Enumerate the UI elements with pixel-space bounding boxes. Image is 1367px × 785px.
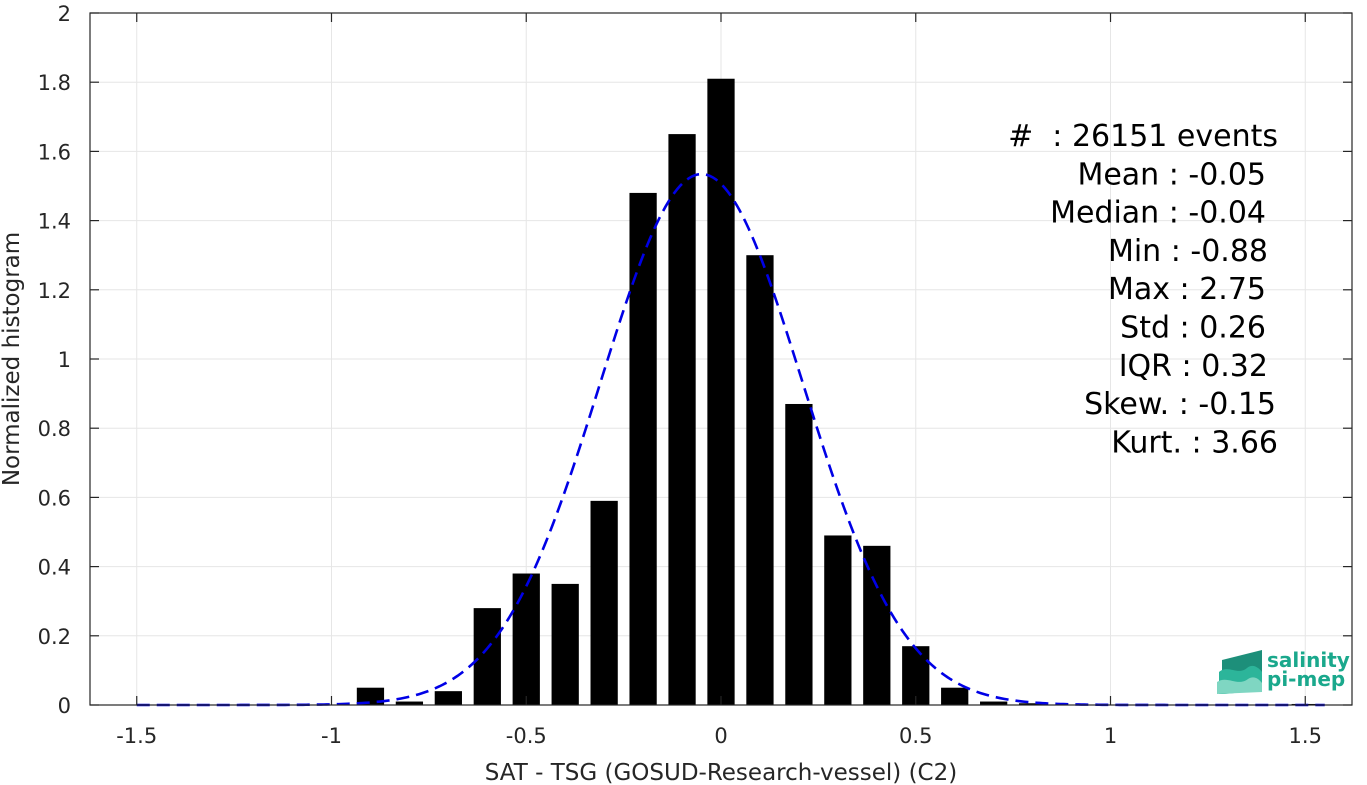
stats-line: # : 26151 events xyxy=(1008,119,1278,154)
y-tick-label: 1.6 xyxy=(38,140,71,164)
histogram-bar xyxy=(785,403,813,705)
y-tick-label: 1.4 xyxy=(38,210,71,234)
logo-text-line2: pi-mep xyxy=(1267,667,1345,691)
histogram-bar xyxy=(395,701,424,705)
histogram-bar xyxy=(590,500,618,705)
stats-line: Max : 2.75 xyxy=(1108,272,1266,307)
histogram-bar xyxy=(824,535,852,705)
histogram-bar xyxy=(434,691,462,705)
stats-line: IQR : 0.32 xyxy=(1119,349,1268,384)
histogram-bar xyxy=(746,255,774,705)
y-tick-label: 0.6 xyxy=(38,486,71,510)
x-tick-label: 1 xyxy=(1104,724,1117,748)
y-tick-label: 0.2 xyxy=(38,625,71,649)
axis-tick-labels: -1.5 -1 -0.5 0 0.5 1 1.5 0 0.2 0.4 0.6 0.8 1 1.2 1.4 1.… xyxy=(38,2,1322,748)
salinity-wave-logo-icon xyxy=(1217,650,1262,694)
x-tick-label: -0.5 xyxy=(506,724,547,748)
y-axis-title: Normalized histogram xyxy=(0,232,25,486)
stats-line: Skew. : -0.15 xyxy=(1084,387,1276,422)
y-tick-label: 1.2 xyxy=(38,279,71,303)
stats-line: Std : 0.26 xyxy=(1120,311,1266,346)
y-tick-label: 2 xyxy=(58,2,71,26)
y-tick-label: 1 xyxy=(58,348,71,372)
y-tick-label: 1.8 xyxy=(38,71,71,95)
histogram-bar xyxy=(980,701,1008,705)
y-tick-label: 0.4 xyxy=(38,556,71,580)
histogram-bar xyxy=(1018,703,1047,705)
histogram-bars xyxy=(356,78,1319,706)
x-tick-label: -1 xyxy=(321,724,342,748)
stats-line: Median : -0.04 xyxy=(1050,196,1266,231)
histogram-bar xyxy=(902,646,930,705)
histogram-bar xyxy=(473,608,501,705)
histogram-bar xyxy=(863,545,891,705)
stats-line: Mean : -0.05 xyxy=(1077,157,1266,192)
axis-ticks xyxy=(90,12,1352,706)
histogram-bar xyxy=(707,78,735,706)
x-tick-label: -1.5 xyxy=(116,724,157,748)
histogram-bar xyxy=(512,573,540,705)
stats-line: Min : -0.88 xyxy=(1108,234,1268,269)
histogram-bar xyxy=(668,134,696,706)
x-tick-label: 0 xyxy=(714,724,727,748)
x-axis-title: SAT - TSG (GOSUD-Research-vessel) (C2) xyxy=(485,760,957,785)
stats-line: Kurt. : 3.66 xyxy=(1111,425,1278,460)
y-tick-label: 0 xyxy=(58,694,71,718)
y-tick-label: 0.8 xyxy=(38,417,71,441)
x-tick-label: 1.5 xyxy=(1289,724,1322,748)
histogram-bar xyxy=(551,583,579,705)
salinity-pi-mep-logo: salinity pi-mep xyxy=(1217,648,1350,694)
histogram-bar xyxy=(941,687,969,705)
x-tick-label: 0.5 xyxy=(899,724,932,748)
histogram-bar xyxy=(629,192,657,706)
logo-text-line1: salinity xyxy=(1267,648,1350,672)
